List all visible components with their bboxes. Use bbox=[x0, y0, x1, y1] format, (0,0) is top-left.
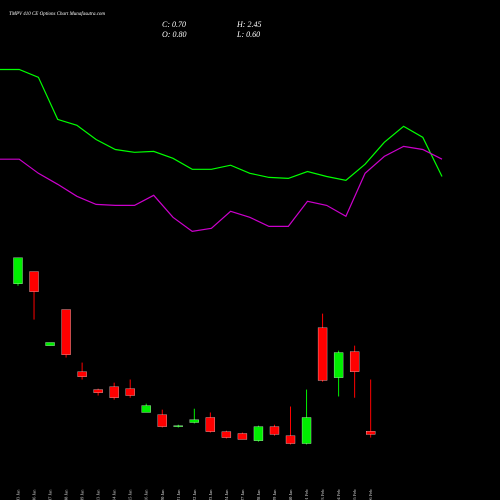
x-tick-label: 23 Jan bbox=[208, 489, 213, 500]
x-tick-label: 14 Jan bbox=[112, 489, 117, 500]
candle-body bbox=[317, 327, 328, 381]
x-tick-label: 06 Feb bbox=[368, 489, 373, 500]
candle-body bbox=[13, 257, 23, 284]
x-tick-label: 16 Jan bbox=[144, 489, 149, 500]
candle-body bbox=[29, 271, 39, 292]
candle-body bbox=[285, 435, 296, 444]
x-tick-label: 04 Feb bbox=[336, 489, 341, 500]
x-tick-label: 07 Jan bbox=[48, 489, 53, 500]
x-tick-label: 29 Jan bbox=[272, 489, 277, 500]
x-tick-label: 09 Jan bbox=[80, 489, 85, 500]
indicator-line bbox=[0, 68, 443, 181]
x-tick-label: 08 Jan bbox=[64, 489, 69, 500]
x-tick-label: 24 Jan bbox=[224, 489, 229, 500]
candle-body bbox=[157, 414, 167, 427]
candle-body bbox=[221, 431, 232, 438]
candle-body bbox=[77, 371, 87, 377]
candle-body bbox=[109, 386, 119, 398]
candle-body bbox=[269, 426, 280, 435]
x-tick-label: 05 Feb bbox=[352, 489, 357, 500]
indicator-line bbox=[0, 145, 443, 233]
x-tick-label: 13 Jan bbox=[96, 489, 101, 500]
x-tick-label: 03 Jan bbox=[16, 489, 21, 500]
x-tick-label: 27 Jan bbox=[240, 489, 245, 500]
x-tick-label: 15 Jan bbox=[128, 489, 133, 500]
x-tick-label: 28 Jan bbox=[256, 489, 261, 500]
candle-body bbox=[125, 388, 135, 396]
candle-body bbox=[45, 342, 55, 346]
x-tick-label: 22 Jan bbox=[192, 489, 197, 500]
candle-body bbox=[237, 433, 248, 440]
candle-body bbox=[366, 431, 376, 435]
candle-body bbox=[301, 417, 312, 444]
candle-body bbox=[205, 417, 216, 432]
candle-body bbox=[141, 405, 151, 413]
open-label: O: 0.80 bbox=[162, 30, 186, 39]
close-label: C: 0.70 bbox=[162, 20, 186, 29]
candle-body bbox=[349, 351, 360, 372]
x-tick-label: 21 Jan bbox=[176, 489, 181, 500]
low-label: L: 0.60 bbox=[236, 30, 260, 39]
high-label: H: 2.45 bbox=[236, 20, 261, 29]
candle-body bbox=[253, 426, 264, 441]
x-tick-label: 03 Feb bbox=[320, 489, 325, 500]
candle-body bbox=[173, 425, 183, 427]
candle-body bbox=[93, 389, 103, 393]
chart-title: TMPV 410 CE Options Chart Munafasutra.co… bbox=[9, 12, 105, 17]
x-tick-label: 30 Jan bbox=[288, 489, 293, 500]
candle-body bbox=[61, 309, 71, 355]
x-tick-label: 06 Jan bbox=[32, 489, 37, 500]
candle-body bbox=[189, 419, 199, 423]
x-tick-label: 20 Jan bbox=[160, 489, 165, 500]
candle-body bbox=[333, 352, 344, 378]
x-tick-label: 01 Feb bbox=[304, 489, 309, 500]
